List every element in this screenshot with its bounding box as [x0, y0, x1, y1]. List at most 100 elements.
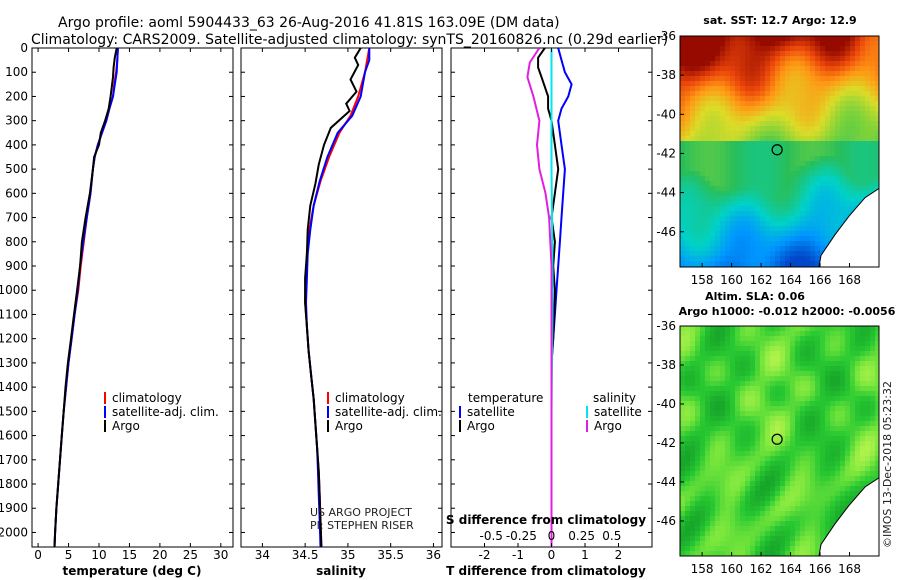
map-cell [700, 501, 706, 507]
map-cell [690, 121, 696, 127]
map-cell [785, 41, 791, 47]
map-cell [710, 131, 716, 137]
map-cell [755, 101, 761, 107]
map-cell [850, 446, 856, 452]
map-cell [795, 351, 801, 357]
map-cell [785, 151, 791, 157]
map-cell [685, 101, 691, 107]
map-cell [705, 511, 711, 517]
map-cell [720, 206, 726, 212]
map-cell [745, 441, 751, 447]
map-cell [695, 126, 701, 132]
map-cell [785, 366, 791, 372]
map-cell [750, 356, 756, 362]
map-cell [825, 466, 831, 472]
map-cell [780, 151, 786, 157]
map-cell [855, 191, 861, 197]
map-cell [810, 221, 816, 227]
map-cell [780, 251, 786, 257]
map-cell [705, 221, 711, 227]
map-cell [740, 521, 746, 527]
legend-label-climatology: climatology [112, 391, 182, 405]
map-cell [810, 396, 816, 402]
map-cell [770, 191, 776, 197]
map-cell [860, 61, 866, 67]
map-cell [830, 371, 836, 377]
map-cell [730, 536, 736, 542]
map-cell [725, 526, 731, 532]
map-cell [875, 156, 879, 162]
map-cell [855, 156, 861, 162]
map-cell [690, 376, 696, 382]
map-cell [850, 91, 856, 97]
map-cell [730, 201, 736, 207]
map-cell [740, 351, 746, 357]
map-cell [695, 211, 701, 217]
map-cell [865, 106, 871, 112]
map-cell [875, 391, 879, 397]
map-cell [840, 476, 846, 482]
map-cell [785, 341, 791, 347]
map-cell [770, 36, 776, 42]
map-cell [685, 326, 691, 332]
map-cell [800, 401, 806, 407]
map-cell [810, 211, 816, 217]
map-cell [760, 486, 766, 492]
map-cell [730, 186, 736, 192]
map-cell [705, 551, 711, 556]
map-cell [730, 151, 736, 157]
map-cell [855, 71, 861, 77]
map-cell [830, 116, 836, 122]
sst-map-frame [679, 35, 880, 268]
map-cell [860, 431, 866, 437]
map-cell [720, 181, 726, 187]
map-cell [710, 366, 716, 372]
map-cell [785, 126, 791, 132]
map-cell [715, 256, 721, 262]
map-cell [730, 391, 736, 397]
map-cell [775, 361, 781, 367]
map-cell [785, 376, 791, 382]
map-cell [775, 116, 781, 122]
map-cell [750, 261, 756, 267]
map-cell [745, 101, 751, 107]
map-cell [760, 156, 766, 162]
map-cell [740, 421, 746, 427]
map-cell [720, 251, 726, 257]
map-cell [735, 206, 741, 212]
map-cell [695, 436, 701, 442]
map-cell [735, 381, 741, 387]
map-cell [815, 336, 821, 342]
map-cell [705, 396, 711, 402]
map-cell [735, 96, 741, 102]
map-cell [760, 191, 766, 197]
map-cell [790, 531, 796, 537]
map-cell [700, 411, 706, 417]
map-cell [725, 91, 731, 97]
map-cell [705, 136, 711, 142]
map-cell [735, 531, 741, 537]
map-cell [715, 176, 721, 182]
map-cell [780, 41, 786, 47]
map-cell [730, 181, 736, 187]
map-cell [730, 196, 736, 202]
map-cell [745, 381, 751, 387]
map-cell [765, 61, 771, 67]
map-cell [755, 416, 761, 422]
map-cell [815, 391, 821, 397]
map-cell [795, 366, 801, 372]
map-cell [785, 326, 791, 332]
map-cell [745, 171, 751, 177]
map-cell [700, 481, 706, 487]
map-cell [780, 376, 786, 382]
map-cell [720, 446, 726, 452]
map-cell [720, 346, 726, 352]
map-cell [875, 351, 879, 357]
map-cell [700, 391, 706, 397]
map-cell [845, 136, 851, 142]
map-cell [805, 106, 811, 112]
map-cell [750, 426, 756, 432]
map-cell [685, 341, 691, 347]
map-cell [700, 181, 706, 187]
map-cell [805, 476, 811, 482]
